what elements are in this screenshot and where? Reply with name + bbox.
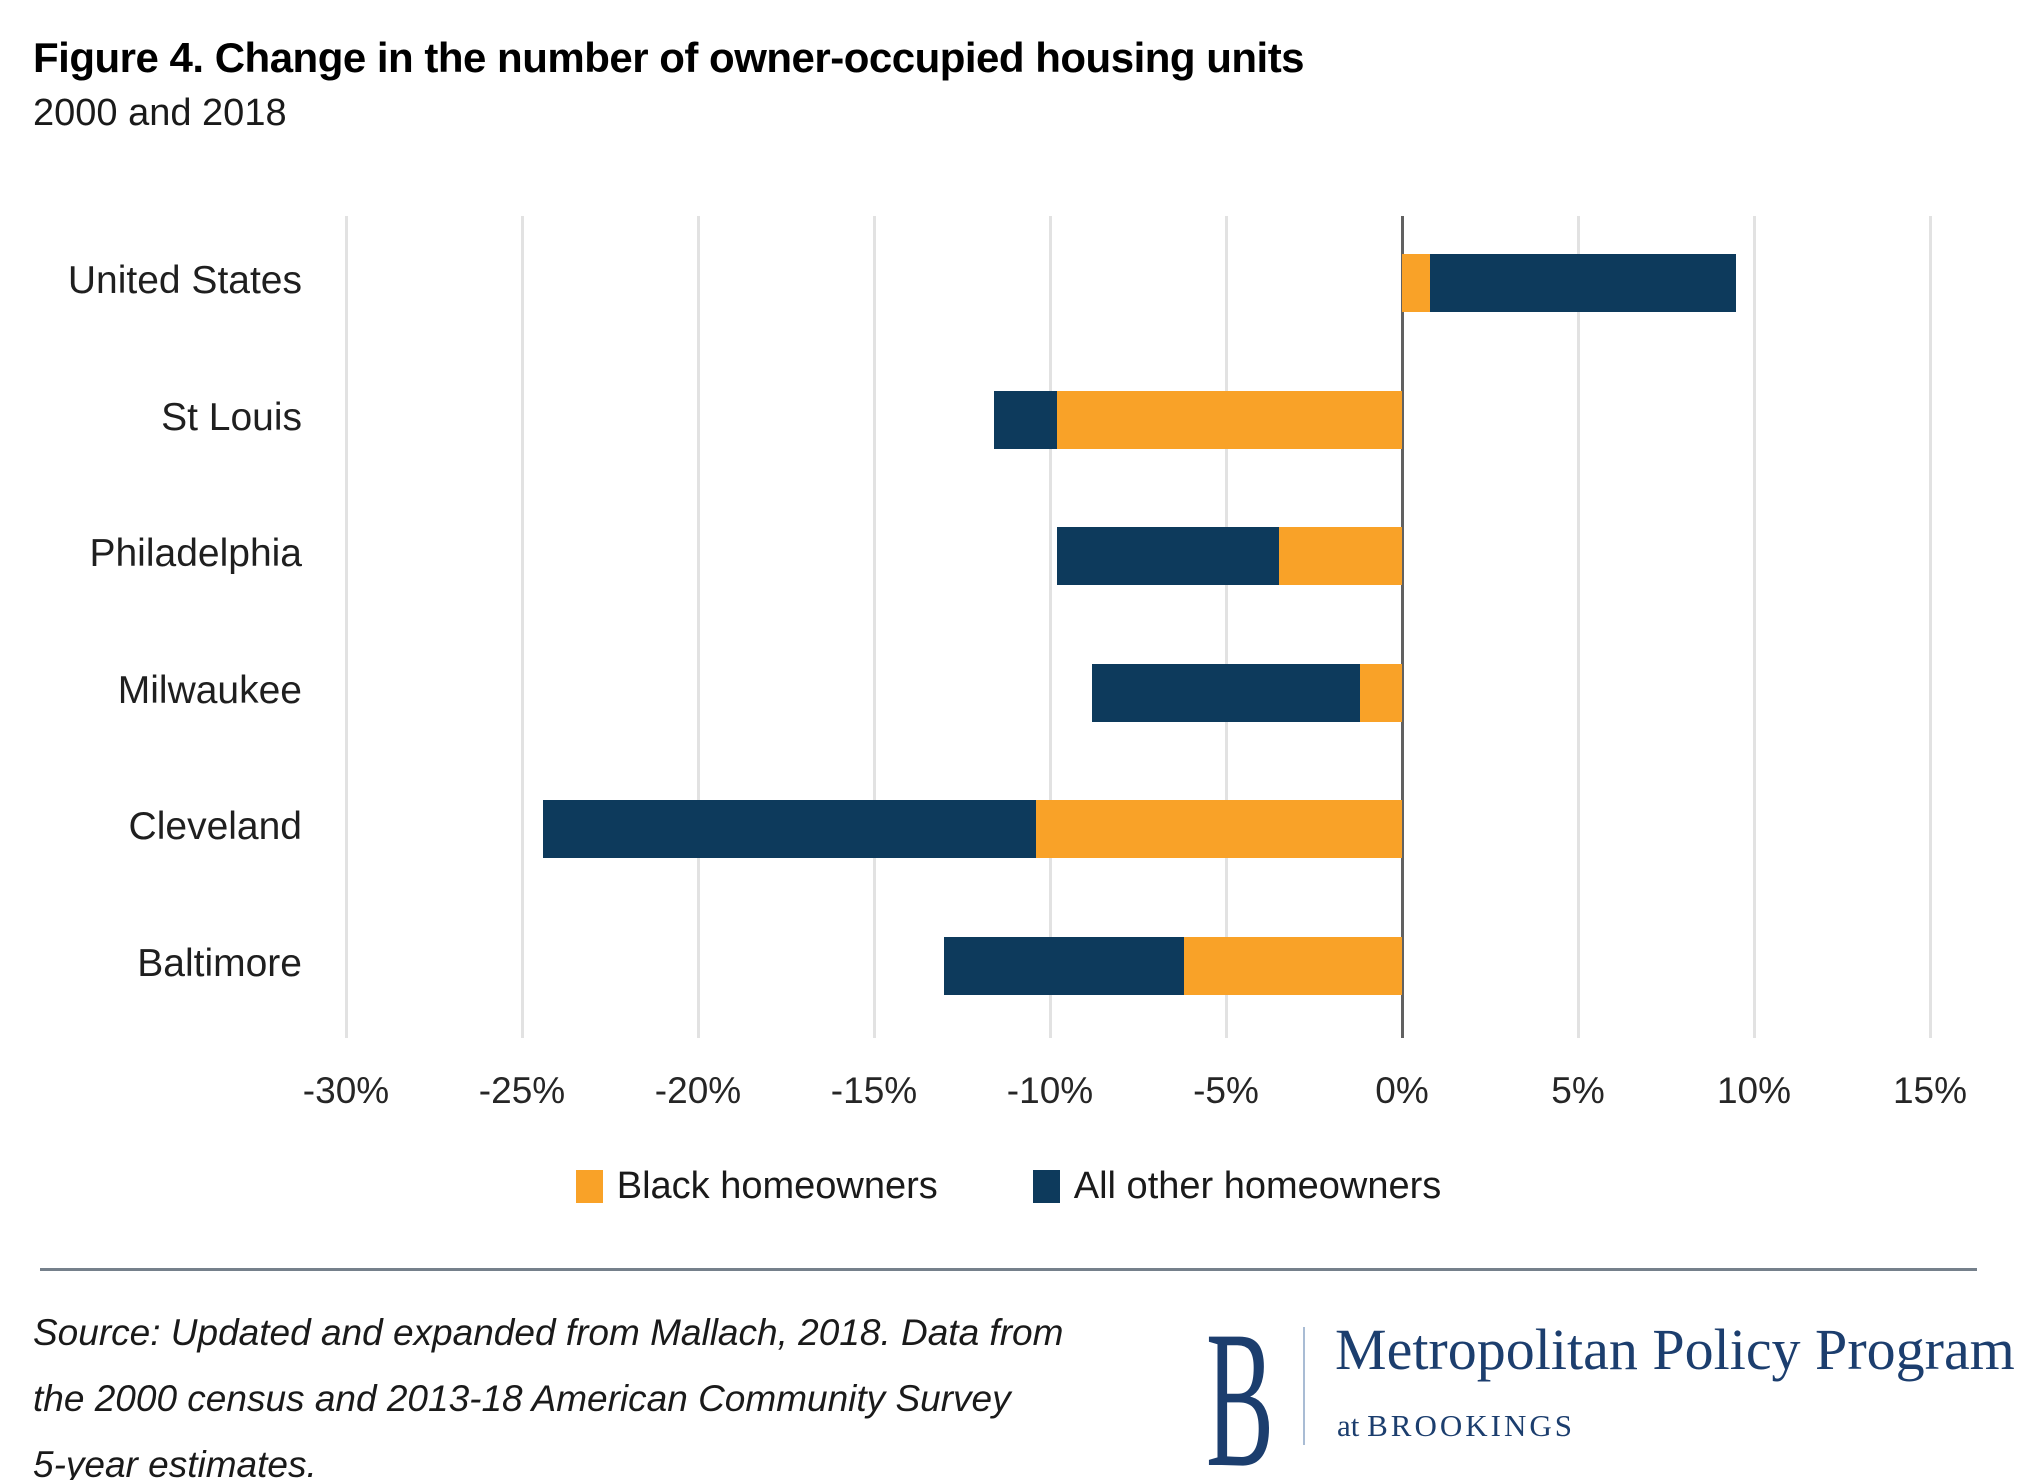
logo-program-name: Metropolitan Policy Program	[1335, 1317, 2015, 1382]
x-tick-label: -5%	[1193, 1070, 1259, 1111]
bar-united-states-all-other-homeowners	[1430, 254, 1737, 312]
gridline	[696, 216, 700, 1038]
gridline	[1928, 216, 1932, 1038]
x-tick-label: -25%	[478, 1070, 566, 1111]
x-tick-label: -10%	[1006, 1070, 1094, 1111]
source-line: the 2000 census and 2013-18 American Com…	[33, 1378, 1011, 1419]
category-label-philadelphia: Philadelphia	[89, 532, 302, 576]
brookings-b-logo: B	[1206, 1291, 1274, 1480]
logo-org-line: at BROOKINGS	[1337, 1408, 1575, 1444]
bar-philadelphia-black-homeowners	[1278, 527, 1402, 586]
bar-united-states-black-homeowners	[1402, 254, 1431, 312]
footer-divider	[40, 1268, 1977, 1271]
legend: Black homeowners All other homeowners	[0, 1165, 2017, 1208]
legend-label: Black homeowners	[616, 1165, 938, 1207]
gridline	[1576, 216, 1580, 1038]
gridline	[872, 216, 876, 1038]
logo-org-name: BROOKINGS	[1367, 1408, 1575, 1443]
gridline	[1752, 216, 1756, 1038]
gridline	[520, 216, 524, 1038]
category-label-cleveland: Cleveland	[128, 805, 302, 849]
gridline	[1048, 216, 1052, 1038]
x-tick-label: -30%	[302, 1070, 390, 1111]
category-label-milwaukee: Milwaukee	[117, 668, 302, 712]
bar-milwaukee-all-other-homeowners	[1092, 663, 1360, 722]
source-line: 5-year estimates.	[33, 1444, 317, 1480]
category-label-baltimore: Baltimore	[137, 942, 302, 985]
bar-baltimore-all-other-homeowners	[944, 937, 1184, 995]
x-tick-label: -15%	[830, 1070, 918, 1111]
chart-subtitle: 2000 and 2018	[33, 92, 287, 134]
legend-label: All other homeowners	[1073, 1165, 1442, 1207]
logo-at: at	[1337, 1408, 1368, 1443]
x-tick-label: 0%	[1375, 1070, 1429, 1111]
source-line: Source: Updated and expanded from Mallac…	[33, 1312, 1064, 1353]
source-note: Source: Updated and expanded from Mallac…	[33, 1300, 1063, 1480]
bar-baltimore-black-homeowners	[1183, 937, 1402, 995]
bar-cleveland-all-other-homeowners	[543, 800, 1036, 859]
logo-divider	[1303, 1327, 1305, 1445]
x-tick-label: 5%	[1551, 1070, 1605, 1111]
chart-title: Figure 4. Change in the number of owner-…	[33, 34, 1305, 81]
x-tick-label: 10%	[1716, 1070, 1792, 1111]
bar-milwaukee-black-homeowners	[1359, 663, 1402, 722]
x-tick-label: 15%	[1892, 1070, 1968, 1111]
category-label-st-louis: St Louis	[161, 395, 302, 439]
legend-swatch	[1032, 1170, 1060, 1203]
bar-cleveland-black-homeowners	[1035, 800, 1402, 859]
gridline	[344, 216, 348, 1038]
gridline	[1224, 216, 1228, 1038]
zero-gridline	[1400, 216, 1404, 1038]
legend-item: Black homeowners	[575, 1165, 938, 1208]
legend-item: All other homeowners	[1032, 1165, 1442, 1208]
bar-philadelphia-all-other-homeowners	[1057, 527, 1279, 586]
bar-st-louis-black-homeowners	[1057, 390, 1402, 449]
bar-st-louis-all-other-homeowners	[993, 390, 1058, 449]
x-tick-label: -20%	[654, 1070, 742, 1111]
category-label-united-states: United States	[67, 259, 302, 302]
legend-swatch	[575, 1170, 603, 1203]
